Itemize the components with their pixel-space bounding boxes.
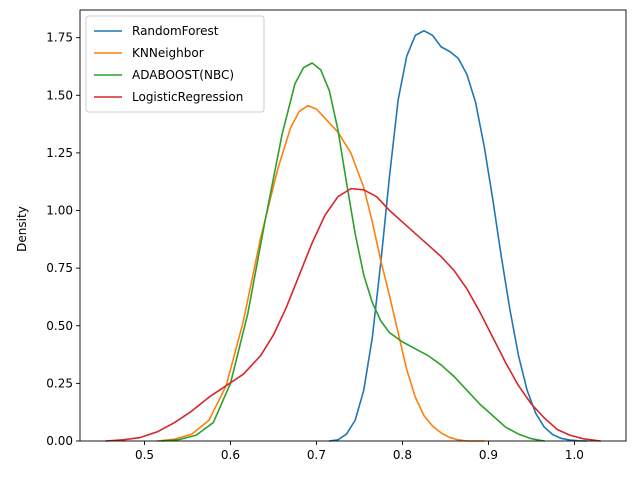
- plot-area: [79, 9, 627, 442]
- y-tick-label: 1.75: [46, 31, 73, 45]
- legend-label: LogisticRegression: [132, 90, 243, 104]
- y-tick-label: 1.00: [46, 204, 73, 218]
- y-axis: 0.00 0.25 0.50 0.75 1.00 1.25 1.50 1.75: [46, 31, 80, 448]
- y-tick-label: 0.00: [46, 434, 73, 448]
- legend-label: RandomForest: [132, 24, 219, 38]
- y-tick-label: 0.75: [46, 261, 73, 275]
- y-tick-label: 0.50: [46, 319, 73, 333]
- x-tick-label: 0.9: [479, 448, 498, 462]
- x-axis: 0.5 0.6 0.7 0.8 0.9 1.0: [135, 441, 584, 462]
- x-tick-label: 0.8: [393, 448, 412, 462]
- series-line-3: [160, 62, 546, 442]
- y-axis-label: Density: [15, 206, 29, 252]
- x-tick-label: 0.5: [135, 448, 154, 462]
- y-tick-label: 1.25: [46, 146, 73, 160]
- x-tick-label: 0.7: [307, 448, 326, 462]
- legend: RandomForest KNNeighbor ADABOOST(NBC) Logis…: [85, 15, 265, 113]
- legend-box: [85, 15, 265, 113]
- x-tick-label: 0.6: [221, 448, 240, 462]
- legend-label: ADABOOST(NBC): [132, 68, 234, 82]
- y-tick-label: 0.25: [46, 376, 73, 390]
- y-tick-label: 1.50: [46, 88, 73, 102]
- x-tick-label: 1.0: [565, 448, 584, 462]
- legend-label: KNNeighbor: [132, 46, 204, 60]
- series-line-1: [328, 29, 589, 442]
- series-line-4: [105, 187, 601, 442]
- series-line-2: [156, 104, 485, 442]
- plot-frame: [79, 9, 627, 442]
